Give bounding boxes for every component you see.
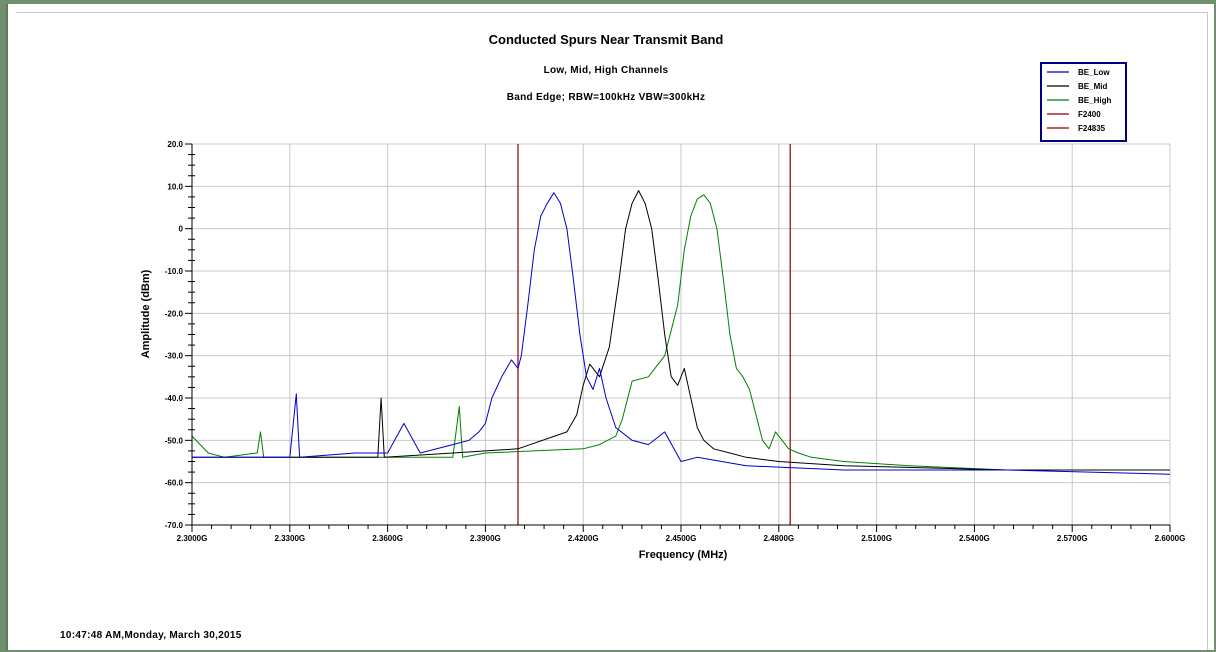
- y-tick-label: -30.0: [165, 352, 184, 361]
- x-tick-label: 2.5100G: [861, 534, 892, 543]
- chart-title: Conducted Spurs Near Transmit Band: [489, 32, 724, 47]
- y-tick-label: -60.0: [165, 479, 184, 488]
- series-line-be-low: [192, 192, 1171, 475]
- x-tick-label: 2.3300G: [274, 534, 305, 543]
- chart: Conducted Spurs Near Transmit Band Low, …: [140, 32, 1186, 561]
- x-tick-label: 2.4500G: [666, 534, 697, 543]
- timestamp: 10:47:48 AM,Monday, March 30,2015: [60, 630, 242, 641]
- y-tick-label: 20.0: [167, 140, 183, 149]
- y-tick-label: -40.0: [165, 394, 184, 403]
- axes: 2.3000G 2.3300G 2.3600G 2.3900G 2.4200G 2.450…: [165, 140, 1186, 543]
- x-tick-label: 2.3000G: [177, 534, 208, 543]
- y-tick-label: 10.0: [167, 182, 183, 191]
- y-axis-title: Amplitude (dBm): [140, 269, 152, 358]
- series-line-be-mid: [192, 190, 1170, 471]
- chart-subtitle-2: Band Edge; RBW=100kHz VBW=300kHz: [507, 92, 706, 103]
- legend-label: BE_Low: [1078, 68, 1110, 77]
- legend-label: F2400: [1078, 110, 1101, 119]
- x-tick-label: 2.4200G: [568, 534, 599, 543]
- y-tick-label: 0: [179, 225, 184, 234]
- legend-label: BE_High: [1078, 96, 1111, 105]
- report-frame: Conducted Spurs Near Transmit Band Low, …: [6, 4, 1214, 650]
- y-tick-label: -20.0: [165, 309, 184, 318]
- chart-subtitle: Low, Mid, High Channels: [544, 65, 669, 76]
- frame-border: [16, 12, 1208, 650]
- x-axis-title: Frequency (MHz): [639, 549, 728, 561]
- y-tick-label: -50.0: [165, 436, 184, 445]
- legend: BE_Low BE_Mid BE_High F2400 F24835: [1040, 62, 1127, 142]
- x-tick-label: 2.3600G: [372, 534, 403, 543]
- x-tick-label: 2.3900G: [470, 534, 501, 543]
- x-tick-label: 2.5700G: [1057, 534, 1088, 543]
- series-layer: [191, 144, 1171, 525]
- legend-label: F24835: [1078, 124, 1106, 133]
- x-tick-label: 2.6000G: [1155, 534, 1186, 543]
- grid: [192, 143, 1171, 525]
- y-tick-label: -10.0: [165, 267, 184, 276]
- legend-label: BE_Mid: [1078, 82, 1107, 91]
- series-line-be-high: [191, 194, 1170, 471]
- y-tick-label: -70.0: [165, 521, 184, 530]
- x-tick-label: 2.5400G: [959, 534, 990, 543]
- x-tick-label: 2.4800G: [763, 534, 794, 543]
